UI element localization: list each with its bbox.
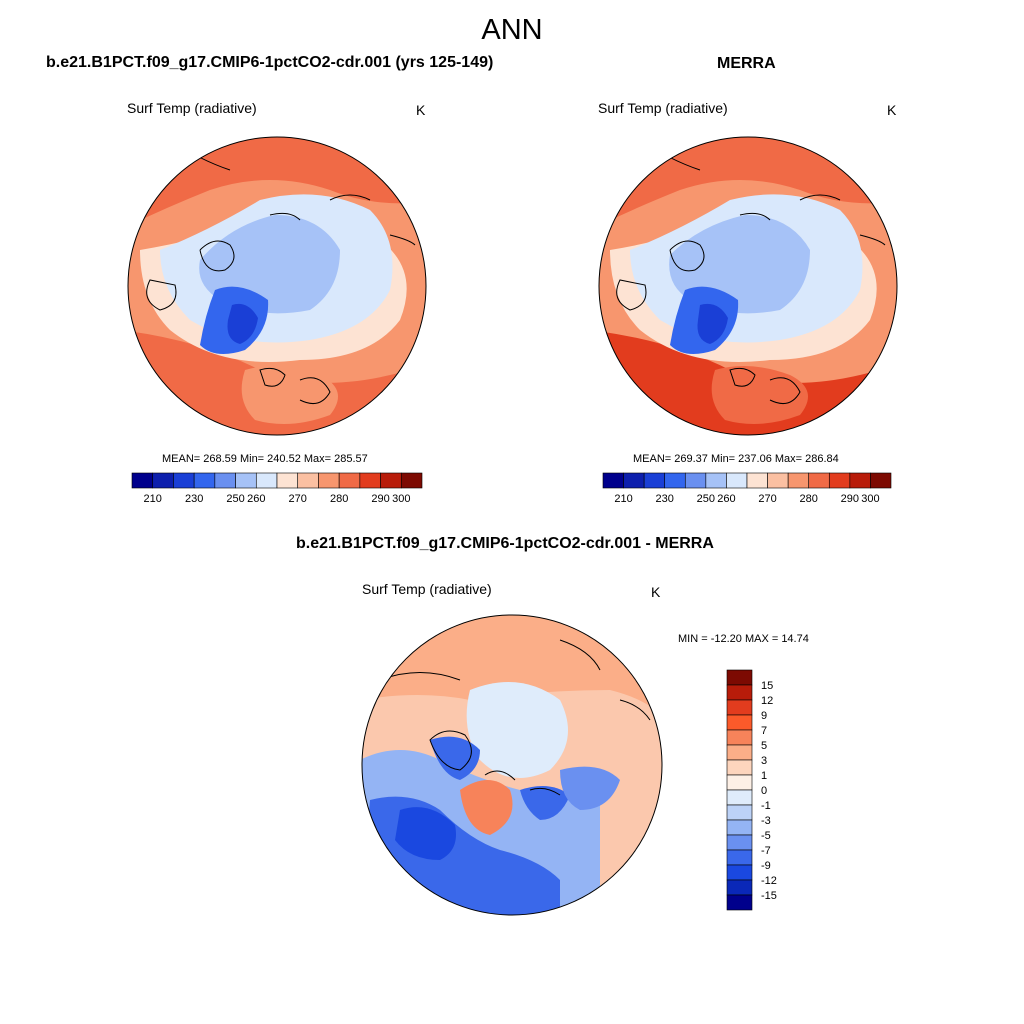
map-difference-surface-temp bbox=[362, 615, 662, 915]
colorbar-difference-tick-label: 3 bbox=[761, 755, 767, 767]
panel2-variable-label: Surf Temp (radiative) bbox=[598, 100, 728, 116]
colorbar-model-swatch-2 bbox=[173, 472, 195, 489]
map-merra-boundary bbox=[598, 136, 898, 436]
map-model-surface-temp bbox=[128, 137, 426, 435]
colorbar-merra-tick-label: 260 bbox=[717, 493, 735, 505]
colorbar-model-swatch-13 bbox=[400, 472, 423, 489]
colorbar-model-swatch-9 bbox=[318, 472, 340, 489]
colorbar-model-tick-label: 290 bbox=[371, 493, 389, 505]
colorbar-difference-swatch-12 bbox=[726, 849, 753, 866]
colorbar-merra-swatch-9 bbox=[787, 472, 810, 489]
colorbar-merra-tick-label: 280 bbox=[800, 493, 818, 505]
colorbar-difference-swatch-3 bbox=[726, 714, 753, 731]
panel3-stats: MIN = -12.20 MAX = 14.74 bbox=[678, 633, 809, 645]
colorbar-merra-tick-label: 230 bbox=[656, 493, 674, 505]
colorbar-difference-swatch-5 bbox=[726, 744, 753, 761]
panel2-units: K bbox=[887, 102, 897, 118]
colorbar-model-tick-label: 210 bbox=[144, 493, 162, 505]
colorbar-difference-tick-label: -12 bbox=[761, 875, 777, 887]
colorbar-model-swatch-3 bbox=[193, 472, 216, 489]
colorbar-difference-swatch-6 bbox=[726, 759, 753, 776]
colorbar-model-swatch-8 bbox=[297, 472, 319, 489]
colorbar-difference-swatch-13 bbox=[726, 864, 753, 881]
colorbar-merra-tick-label: 290 bbox=[841, 493, 859, 505]
colorbar-model-tick-label: 300 bbox=[392, 493, 410, 505]
colorbar-model: 210 230 250 260 270 280 290 300 bbox=[131, 472, 423, 505]
map-merra-surface-temp bbox=[599, 137, 897, 435]
colorbar-merra-swatch-7 bbox=[746, 472, 768, 489]
colorbar-merra-swatch-8 bbox=[767, 472, 789, 489]
colorbar-difference-swatch-2 bbox=[726, 699, 753, 716]
map-difference-boundary bbox=[361, 614, 663, 916]
colorbar-difference-tick-label: 7 bbox=[761, 725, 767, 737]
colorbar-difference-swatch-1 bbox=[726, 684, 753, 701]
colorbar-difference-swatch-14 bbox=[726, 879, 753, 896]
colorbar-difference-swatch-9 bbox=[726, 804, 753, 821]
colorbar-difference-swatch-8 bbox=[726, 789, 753, 806]
colorbar-difference-swatch-4 bbox=[726, 729, 753, 746]
colorbar-model-tick-label: 230 bbox=[185, 493, 203, 505]
colorbar-difference-tick-label: -7 bbox=[761, 845, 771, 857]
colorbar-merra-swatch-5 bbox=[705, 472, 727, 489]
panel1-units: K bbox=[416, 102, 426, 118]
colorbar-difference-tick-label: -9 bbox=[761, 860, 771, 872]
colorbar-difference-tick-label: 9 bbox=[761, 710, 767, 722]
colorbar-merra-swatch-6 bbox=[726, 472, 748, 489]
colorbar-difference-tick-label: -5 bbox=[761, 830, 771, 842]
colorbar-difference-swatch-15 bbox=[726, 894, 753, 911]
colorbar-model-swatch-5 bbox=[235, 472, 257, 489]
colorbar-merra-swatch-13 bbox=[870, 472, 892, 489]
colorbar-difference-tick-label: 1 bbox=[761, 770, 767, 782]
colorbar-merra-tick-label: 300 bbox=[861, 493, 879, 505]
colorbar-model-swatch-6 bbox=[255, 472, 278, 489]
colorbar-difference-tick-label: 5 bbox=[761, 740, 767, 752]
colorbar-difference-tick-label: 12 bbox=[761, 695, 773, 707]
colorbar-difference-swatch-11 bbox=[726, 834, 753, 851]
panel2-stats: MEAN= 269.37 Min= 237.06 Max= 286.84 bbox=[633, 453, 839, 465]
colorbar-merra-swatch-12 bbox=[849, 472, 871, 489]
colorbar-merra-swatch-1 bbox=[623, 472, 645, 489]
colorbar-model-swatch-11 bbox=[359, 472, 381, 489]
colorbar-difference-swatch-0 bbox=[726, 669, 753, 686]
colorbar-difference-tick-label: 15 bbox=[761, 680, 773, 692]
colorbar-difference: 15 12 9 7 5 3 1 0 -1 -3 -5 -7 -9 -12 -15 bbox=[726, 669, 777, 911]
colorbar-model-tick-label: 250 bbox=[226, 493, 244, 505]
colorbar-difference-tick-label: 0 bbox=[761, 785, 767, 797]
colorbar-merra-swatch-10 bbox=[808, 472, 830, 489]
colorbar-difference-swatch-7 bbox=[726, 774, 753, 791]
colorbar-model-swatch-1 bbox=[152, 472, 174, 489]
colorbar-merra-swatch-3 bbox=[664, 472, 686, 489]
colorbar-model-swatch-4 bbox=[214, 472, 236, 489]
colorbar-model-swatch-10 bbox=[338, 472, 361, 489]
colorbar-model-swatch-7 bbox=[276, 472, 299, 489]
map-model-boundary bbox=[127, 136, 427, 436]
colorbar-difference-tick-label: -15 bbox=[761, 890, 777, 902]
colorbar-model-tick-label: 270 bbox=[289, 493, 307, 505]
colorbar-merra-swatch-11 bbox=[828, 472, 851, 489]
colorbar-model-swatch-0 bbox=[131, 472, 154, 489]
colorbar-merra-tick-label: 270 bbox=[758, 493, 776, 505]
panel1-title: b.e21.B1PCT.f09_g17.CMIP6-1pctCO2-cdr.00… bbox=[46, 54, 494, 71]
colorbar-difference-swatch-10 bbox=[726, 819, 753, 836]
colorbar-merra-swatch-4 bbox=[684, 472, 707, 489]
colorbar-model-tick-label: 260 bbox=[247, 493, 265, 505]
panel1-stats: MEAN= 268.59 Min= 240.52 Max= 285.57 bbox=[162, 453, 368, 465]
colorbar-model-tick-label: 280 bbox=[330, 493, 348, 505]
colorbar-merra-tick-label: 250 bbox=[697, 493, 715, 505]
colorbar-model-swatch-12 bbox=[380, 472, 402, 489]
colorbar-merra-swatch-0 bbox=[602, 472, 624, 489]
panel2-title: MERRA bbox=[717, 55, 776, 72]
colorbar-merra: 210 230 250 260 270 280 290 300 bbox=[602, 472, 892, 505]
colorbar-merra-tick-label: 210 bbox=[614, 493, 632, 505]
colorbar-difference-tick-label: -1 bbox=[761, 800, 771, 812]
main-title: ANN bbox=[481, 14, 543, 46]
panel3-title: b.e21.B1PCT.f09_g17.CMIP6-1pctCO2-cdr.00… bbox=[296, 535, 714, 552]
panel1-variable-label: Surf Temp (radiative) bbox=[127, 100, 257, 116]
colorbar-difference-tick-label: -3 bbox=[761, 815, 771, 827]
colorbar-merra-swatch-2 bbox=[643, 472, 666, 489]
panel3-units: K bbox=[651, 584, 661, 600]
panel3-variable-label: Surf Temp (radiative) bbox=[362, 581, 492, 597]
